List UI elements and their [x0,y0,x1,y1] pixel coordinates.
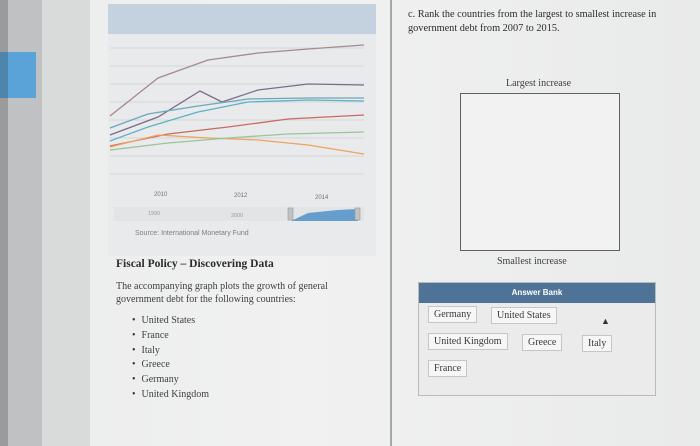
answer-chip-united-kingdom[interactable]: United Kingdom [428,333,508,350]
navigator-handle-left[interactable] [287,207,294,221]
screen-accent [0,52,36,98]
section-title: Fiscal Policy – Discovering Data [116,258,274,270]
list-item: Greece [132,358,209,373]
section-description: The accompanying graph plots the growth … [116,281,328,305]
navigator-tick-label: 1990 [148,211,160,217]
ranking-drop-zone[interactable] [460,93,620,251]
range-navigator[interactable]: 1990 2000 [114,207,364,221]
chart-gridlines [110,47,364,175]
answer-chip-germany[interactable]: Germany [428,306,478,323]
series-line-7 [109,131,365,151]
series-line-3 [109,97,364,129]
list-item: Italy [132,344,209,359]
debt-chart: 2010 2012 2014 1990 2000 [108,4,376,256]
list-item: France [132,329,209,344]
mouse-cursor-icon: ▲ [601,316,610,326]
list-item: United States [132,314,209,329]
country-list: United States France Italy Greece German… [132,314,210,403]
panel-divider[interactable] [390,0,392,446]
answer-chip-italy[interactable]: Italy [582,335,613,352]
x-tick-label: 2010 [154,192,168,198]
question-text: c. Rank the countries from the largest t… [408,9,657,34]
answer-bank-header: Answer Bank [419,283,655,303]
answer-chip-france[interactable]: France [428,360,468,377]
series-line-6 [109,134,365,155]
chart-toolbar [108,4,376,34]
chart-svg: 2010 2012 2014 1990 2000 [109,44,365,221]
answer-chip-united-states[interactable]: United States [491,307,557,324]
chart-source: Source: International Monetary Fund [135,230,249,237]
left-margin [42,0,90,446]
x-tick-label: 2014 [315,195,329,201]
series-line-1 [109,44,365,117]
navigator-series [291,209,358,221]
x-tick-label: 2012 [234,193,248,199]
largest-increase-label: Largest increase [506,78,572,89]
series-line-4 [109,99,365,142]
list-item: United Kingdom [132,388,210,403]
screen-shadow [0,0,8,446]
list-item: Germany [132,373,209,388]
navigator-handle-right[interactable] [354,207,361,221]
navigator-tick-label: 2000 [231,213,243,219]
answer-chip-greece[interactable]: Greece [522,334,563,351]
smallest-increase-label: Smallest increase [497,256,567,267]
